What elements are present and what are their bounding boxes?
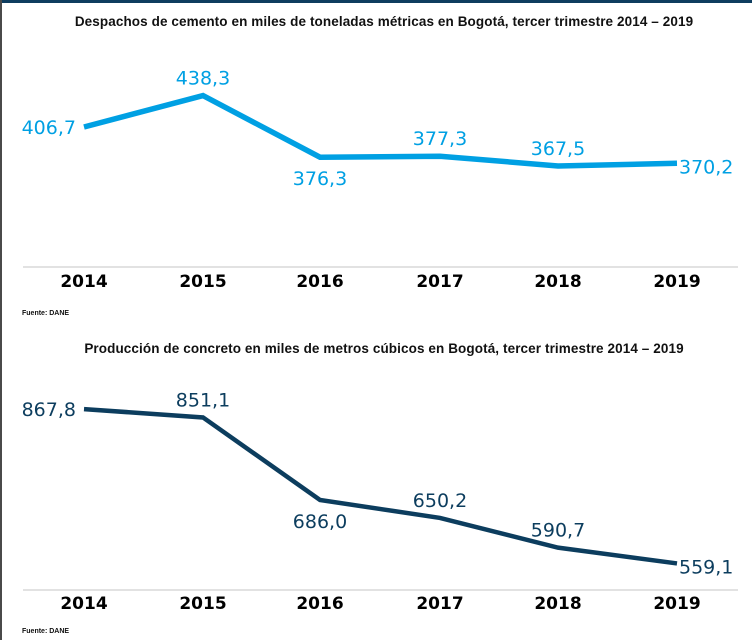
data-label-2018: 590,7 [531,520,585,542]
header-bar [0,0,752,3]
x-tick-label-2016: 2016 [296,594,343,614]
left-border [0,0,2,640]
x-tick-label-2014: 2014 [60,272,107,292]
source-note-cement: Fuente: DANE [22,310,70,317]
series-line [83,406,678,566]
x-tick-label-2015: 2015 [179,594,226,614]
data-label-2014: 406,7 [22,117,76,139]
data-label-2019: 370,2 [679,156,733,178]
x-tick-label-2017: 2017 [416,272,463,292]
data-label-2015: 851,1 [176,389,230,411]
x-tick-label-2018: 2018 [534,594,581,614]
x-tick-label-2019: 2019 [653,272,700,292]
x-tick-label-2015: 2015 [179,272,226,292]
data-label-2017: 377,3 [413,128,467,150]
chart-cement: 2014 2015 2016 2017 2018 2019 406,7 438,3 376,3 3… [22,68,738,292]
chart-title-concrete: Producción de concreto en miles de metro… [84,341,684,356]
x-tick-label-2017: 2017 [416,594,463,614]
x-tick-label-2018: 2018 [534,272,581,292]
data-label-2015: 438,3 [176,68,230,90]
data-label-2019: 559,1 [679,556,733,578]
data-label-2016: 376,3 [293,168,347,190]
chart-concrete: 2014 2015 2016 2017 2018 2019 867,8 851,1 686,0 6… [22,389,738,614]
x-tick-label-2019: 2019 [653,594,700,614]
data-label-2014: 867,8 [22,399,76,421]
series-line [83,92,678,169]
source-note-concrete: Fuente: DANE [22,628,70,635]
data-label-2016: 686,0 [293,511,347,533]
data-label-2017: 650,2 [413,490,467,512]
x-tick-label-2016: 2016 [296,272,343,292]
x-tick-label-2014: 2014 [60,594,107,614]
chart-title-cement: Despachos de cemento en miles de tonelad… [74,14,694,29]
data-label-2018: 367,5 [531,138,585,160]
